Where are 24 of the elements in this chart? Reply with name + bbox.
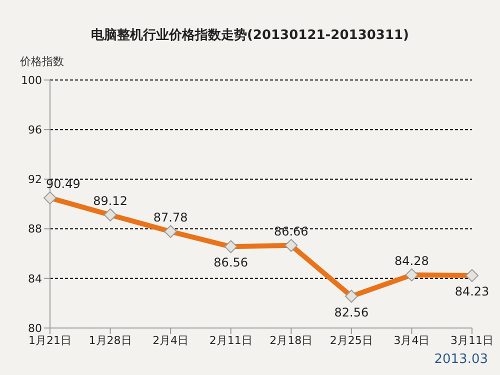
x-tick-label: 2月18日 xyxy=(270,334,313,347)
y-tick-label: 92 xyxy=(28,173,42,186)
y-axis-title: 价格指数 xyxy=(20,54,64,69)
y-tick-label: 88 xyxy=(28,222,42,236)
x-tick-label: 2月25日 xyxy=(330,334,373,347)
y-tick-label: 80 xyxy=(28,322,42,335)
data-label: 90.49 xyxy=(46,176,80,191)
x-tick-label: 3月4日 xyxy=(394,334,430,347)
x-tick-label: 2月4日 xyxy=(152,334,189,347)
data-label: 87.78 xyxy=(153,210,188,225)
data-label: 82.56 xyxy=(334,305,369,320)
y-tick-label: 84 xyxy=(28,272,42,286)
data-label: 84.28 xyxy=(394,254,429,268)
x-tick-label: 1月28日 xyxy=(88,334,132,347)
x-tick-label: 1月21日 xyxy=(28,334,72,347)
text: 2013.03 xyxy=(434,352,488,367)
y-tick-label: 96 xyxy=(28,124,42,137)
data-label: 89.12 xyxy=(93,194,128,208)
x-tick-label: 2月11日 xyxy=(209,334,252,347)
x-tick-label: 3月11日 xyxy=(450,334,494,347)
y-tick-label: 100 xyxy=(21,74,42,87)
chart-title: 电脑整机行业价格指数走势(20130121-20130311) xyxy=(90,26,410,44)
data-label: 86.56 xyxy=(214,256,248,270)
data-label: 84.23 xyxy=(454,284,490,299)
